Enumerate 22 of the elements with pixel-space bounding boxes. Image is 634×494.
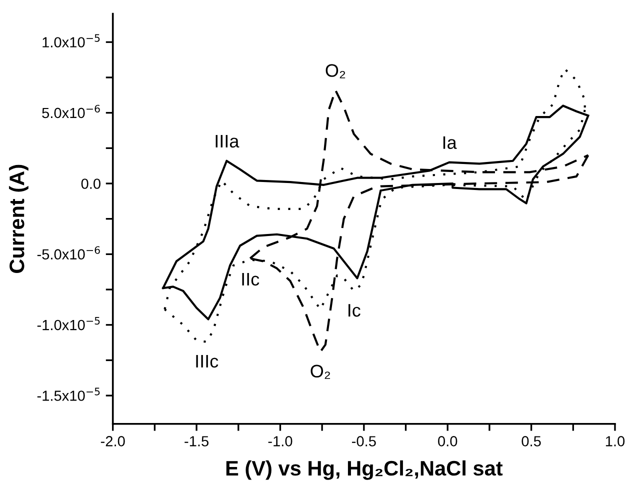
x-tick-label: -0.5	[352, 436, 376, 446]
y-tick-label: 1.0x10$^{−5}$	[42, 34, 100, 48]
x-axis-title: E (V) vs Hg, Hg₂Cl₂,NaCl sat	[226, 460, 503, 480]
x-tick-label: -1.0	[268, 436, 292, 446]
annotation: IIc	[242, 273, 260, 286]
annotation: O₂	[326, 64, 346, 78]
x-tick-label: -2.0	[100, 436, 125, 446]
y-tick-label: -5.0x10$^{−6}$	[37, 246, 100, 260]
y-tick-label: -1.5x10$^{−5}$	[37, 388, 100, 401]
x-tick-label: 1.0	[606, 436, 625, 446]
annotation: IIIa	[216, 134, 240, 148]
x-tick-label: -1.5	[184, 436, 208, 446]
annotation: Ia	[443, 136, 457, 149]
y-tick-label: -1.0x10$^{−5}$	[37, 317, 100, 330]
annotation: Ic	[348, 304, 360, 317]
y-tick-label: 5.0x10$^{−6}$	[42, 104, 100, 118]
x-tick-label: 0.5	[522, 436, 541, 446]
y-axis-title: Current (A)	[8, 164, 28, 273]
annotation: IIIc	[196, 355, 218, 368]
y-tick-label: 0.0	[81, 178, 100, 189]
annotation: O₂	[310, 364, 330, 379]
x-tick-label: 0.0	[438, 436, 458, 446]
